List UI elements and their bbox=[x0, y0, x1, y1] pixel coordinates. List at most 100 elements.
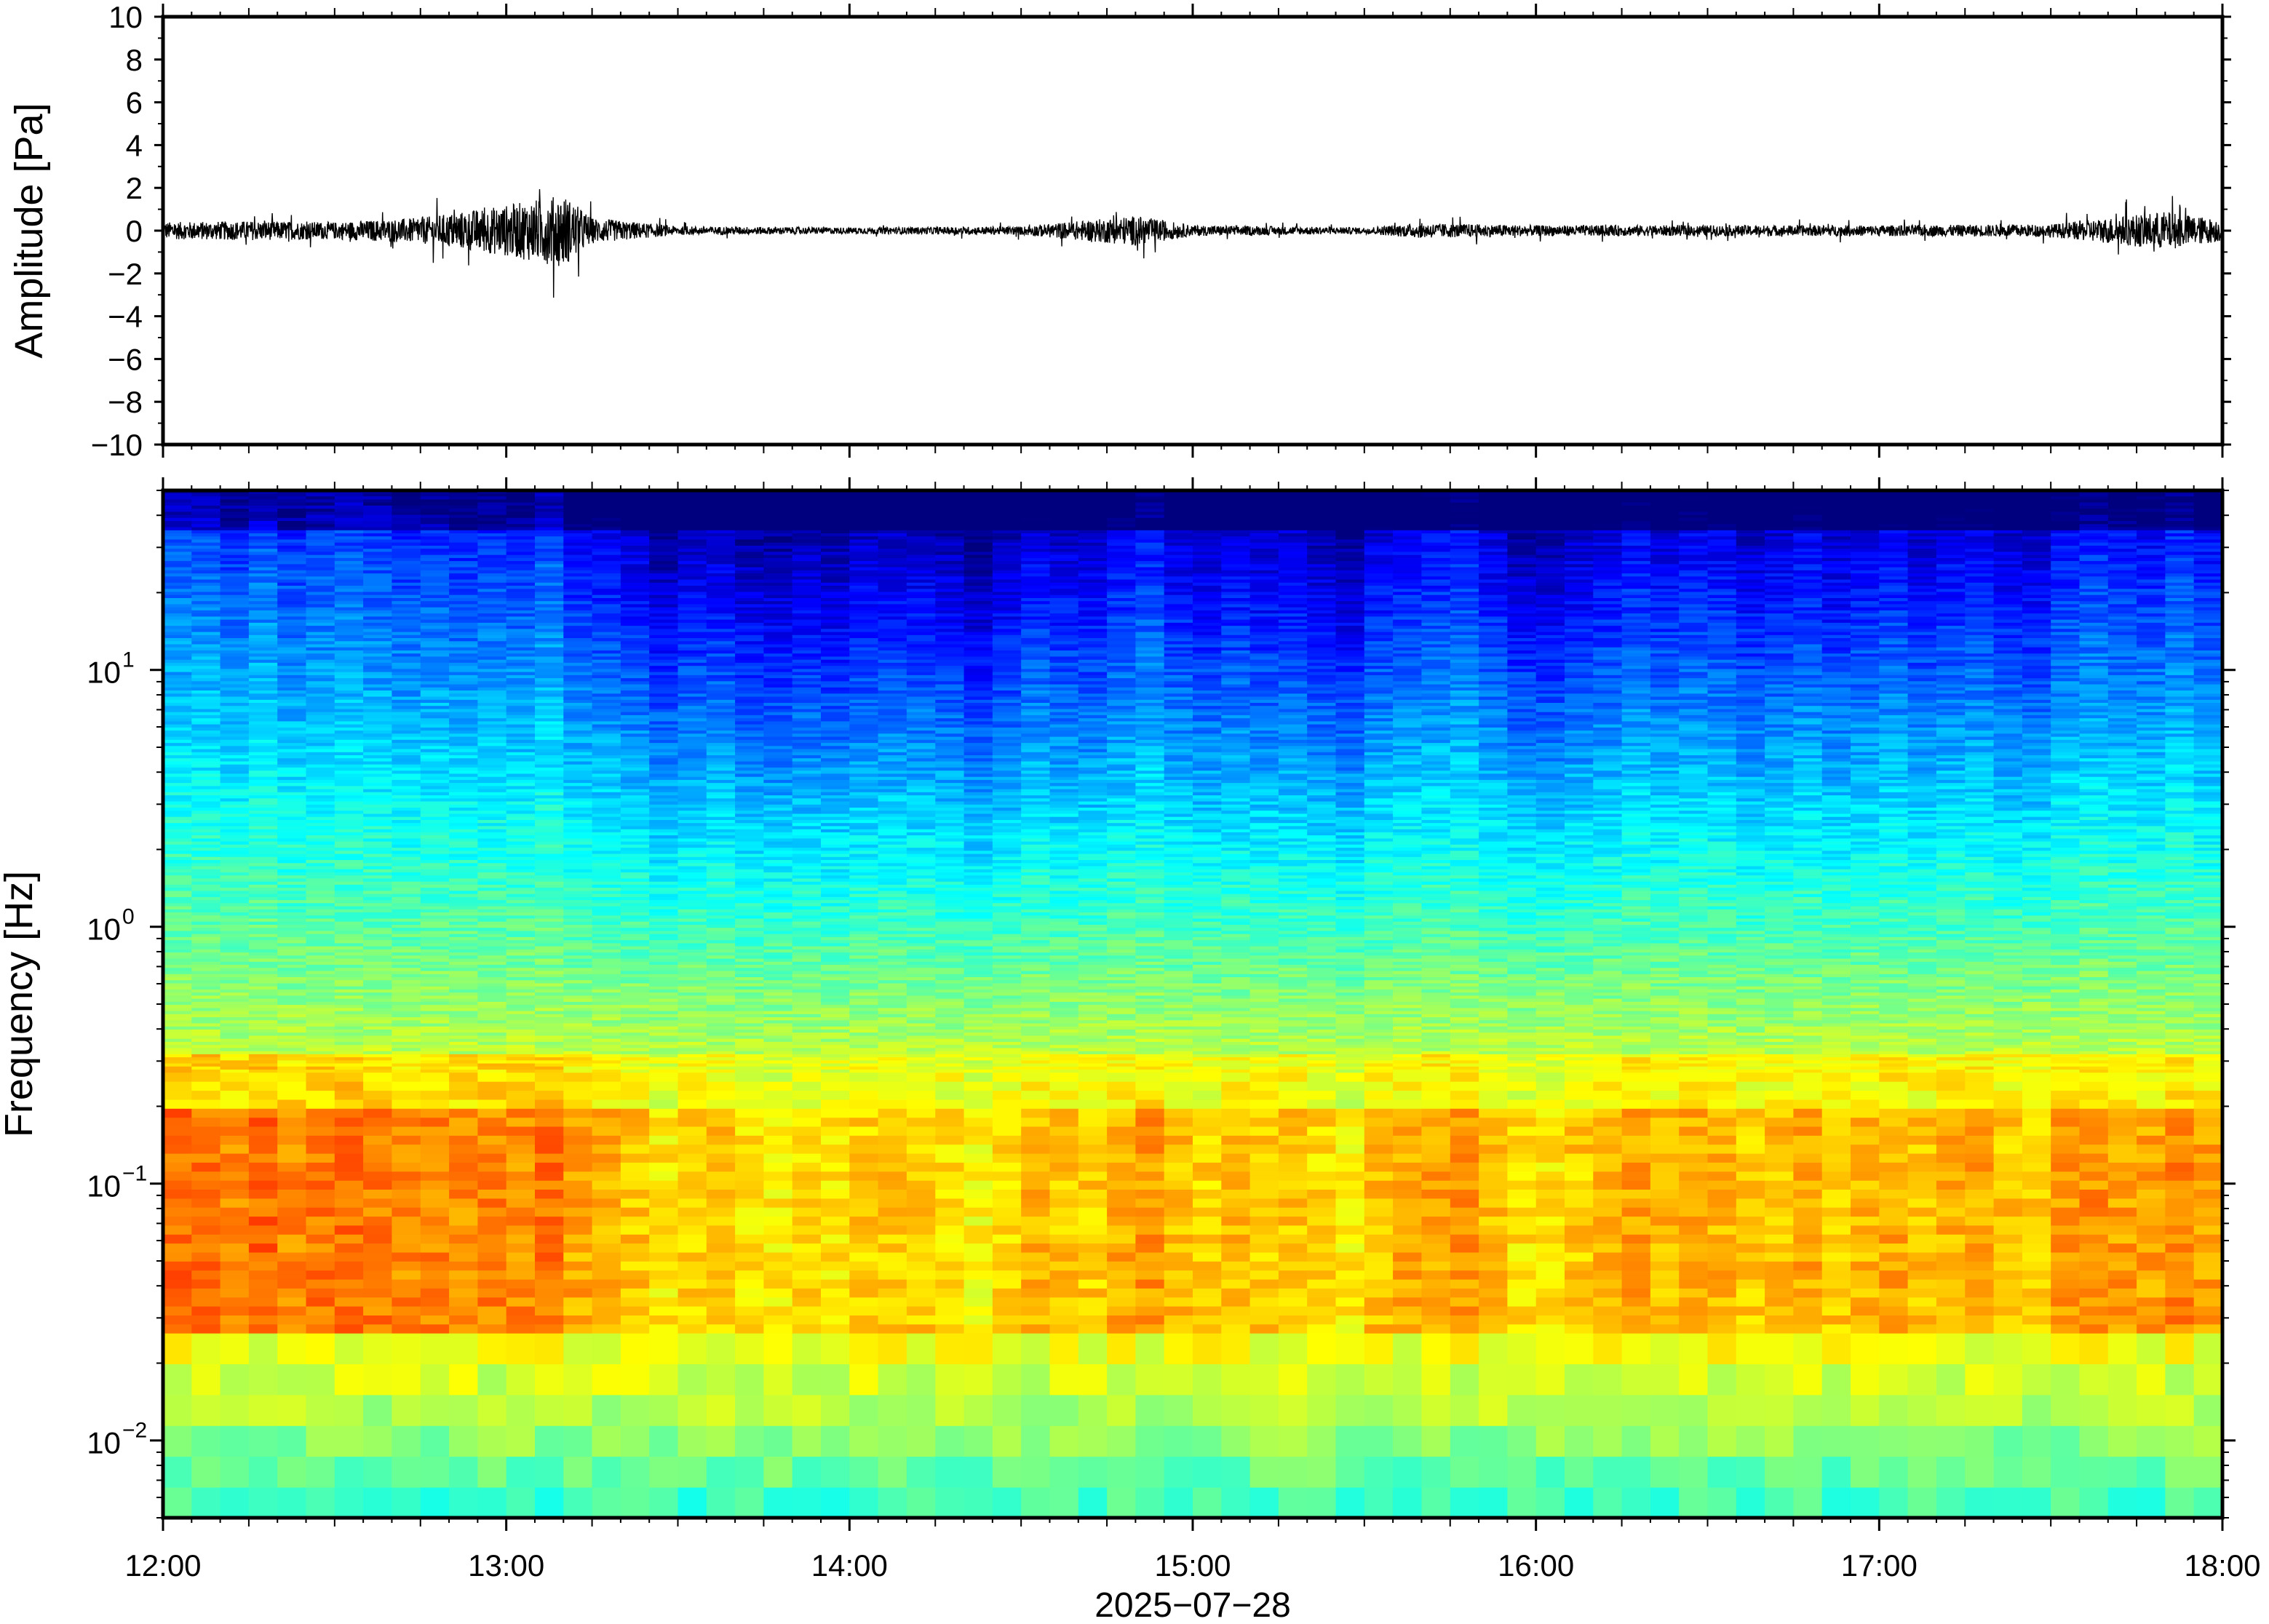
spectrogram-cell bbox=[449, 727, 479, 731]
spectrogram-cell bbox=[706, 708, 736, 712]
spectrogram-cell bbox=[535, 720, 565, 725]
spectrogram-cell bbox=[363, 955, 393, 959]
spectrogram-cell bbox=[191, 1004, 221, 1008]
spectrogram-cell bbox=[191, 637, 221, 642]
spectrogram-cell bbox=[706, 1099, 736, 1109]
spectrogram-cell bbox=[592, 853, 621, 857]
spectrogram-cell bbox=[277, 723, 307, 728]
spectrogram-cell bbox=[620, 647, 650, 650]
spectrogram-cell bbox=[277, 989, 307, 993]
spectrogram-cell bbox=[392, 610, 421, 614]
spectrogram-cell bbox=[706, 887, 736, 891]
spectrogram-cell bbox=[163, 501, 193, 506]
spectrogram-cell bbox=[220, 715, 250, 719]
spectrogram-cell bbox=[363, 875, 393, 879]
spectrogram-cell bbox=[620, 945, 650, 950]
spectrogram-cell bbox=[163, 757, 193, 762]
spectrogram-cell bbox=[363, 647, 393, 650]
spectrogram-cell bbox=[706, 924, 736, 928]
spectrogram-cell bbox=[477, 893, 507, 897]
spectrogram-cell bbox=[449, 964, 479, 968]
spectrogram-cell bbox=[706, 899, 736, 904]
amplitude-tick-label: 0 bbox=[126, 214, 143, 248]
spectrogram-cell bbox=[248, 640, 278, 645]
spectrogram-cell bbox=[449, 933, 479, 937]
spectrogram-cell bbox=[306, 511, 335, 515]
spectrogram-cell bbox=[735, 1270, 765, 1280]
spectrogram-cell bbox=[306, 708, 335, 712]
spectrogram-cell bbox=[620, 887, 650, 891]
spectrogram-cell bbox=[163, 1171, 193, 1181]
spectrogram-cell bbox=[735, 733, 765, 737]
spectrogram-cell bbox=[620, 677, 650, 682]
spectrogram-cell bbox=[392, 1394, 421, 1426]
spectrogram-cell bbox=[735, 835, 765, 839]
spectrogram-cell bbox=[248, 992, 278, 996]
spectrogram-cell bbox=[163, 1032, 193, 1036]
spectrogram-cell bbox=[592, 603, 621, 608]
spectrogram-cell bbox=[191, 634, 221, 638]
spectrogram-cell bbox=[649, 1261, 679, 1271]
spectrogram-cell bbox=[477, 582, 507, 586]
spectrogram-cell bbox=[477, 1099, 507, 1109]
spectrogram-cell bbox=[563, 542, 593, 546]
spectrogram-cell bbox=[592, 1007, 621, 1011]
spectrogram-cell bbox=[163, 1066, 193, 1070]
spectrogram-cell bbox=[563, 588, 593, 592]
spectrogram-cell bbox=[677, 1038, 707, 1042]
spectrogram-cell bbox=[649, 952, 679, 956]
spectrogram-cell bbox=[163, 566, 193, 570]
spectrogram-cell bbox=[535, 1022, 565, 1027]
spectrogram-cell bbox=[735, 563, 765, 568]
spectrogram-cell bbox=[706, 785, 736, 789]
spectrogram-cell bbox=[363, 1026, 393, 1030]
spectrogram-cell bbox=[277, 653, 307, 657]
spectrogram-cell bbox=[363, 742, 393, 747]
spectrogram-cell bbox=[191, 613, 221, 617]
spectrogram-cell bbox=[735, 643, 765, 648]
spectrogram-cell bbox=[392, 711, 421, 715]
spectrogram-cell bbox=[706, 530, 736, 533]
spectrogram-cell bbox=[334, 739, 364, 744]
spectrogram-cell bbox=[563, 905, 593, 909]
spectrogram-cell bbox=[248, 536, 278, 540]
spectrogram-cell bbox=[363, 1153, 393, 1163]
spectrogram-cell bbox=[392, 616, 421, 620]
spectrogram-cell bbox=[248, 782, 278, 787]
spectrogram-cell bbox=[449, 921, 479, 925]
spectrogram-cell bbox=[620, 1198, 650, 1208]
spectrogram-cell bbox=[592, 933, 621, 937]
spectrogram-cell bbox=[363, 1233, 393, 1244]
spectrogram-cell bbox=[677, 1108, 707, 1118]
spectrogram-cell bbox=[535, 782, 565, 787]
spectrogram-cell bbox=[563, 1324, 593, 1334]
spectrogram-cell bbox=[677, 1162, 707, 1172]
spectrogram-cell bbox=[477, 711, 507, 715]
spectrogram-cell bbox=[420, 634, 450, 638]
spectrogram-cell bbox=[506, 770, 536, 774]
spectrogram-cell bbox=[449, 739, 479, 744]
spectrogram-cell bbox=[220, 613, 250, 617]
spectrogram-cell bbox=[506, 1251, 536, 1262]
spectrogram-cell bbox=[392, 974, 421, 977]
spectrogram-cell bbox=[649, 847, 679, 851]
spectrogram-cell bbox=[363, 949, 393, 953]
spectrogram-cell bbox=[735, 757, 765, 762]
spectrogram-cell bbox=[563, 501, 593, 506]
spectrogram-cell bbox=[735, 628, 765, 632]
spectrogram-cell bbox=[706, 634, 736, 638]
spectrogram-cell bbox=[334, 788, 364, 792]
spectrogram-cell bbox=[535, 1007, 565, 1011]
spectrogram-cell bbox=[363, 597, 393, 602]
spectrogram-cell bbox=[563, 613, 593, 617]
spectrogram-cell bbox=[563, 837, 593, 842]
spectrogram-cell bbox=[248, 493, 278, 497]
spectrogram-cell bbox=[477, 1486, 507, 1518]
spectrogram-cell bbox=[620, 853, 650, 857]
spectrogram-cell bbox=[392, 970, 421, 974]
spectrogram-cell bbox=[334, 832, 364, 836]
spectrogram-cell bbox=[392, 526, 421, 530]
spectrogram-cell bbox=[306, 862, 335, 867]
spectrogram-cell bbox=[506, 785, 536, 789]
spectrogram-cell bbox=[220, 748, 250, 752]
